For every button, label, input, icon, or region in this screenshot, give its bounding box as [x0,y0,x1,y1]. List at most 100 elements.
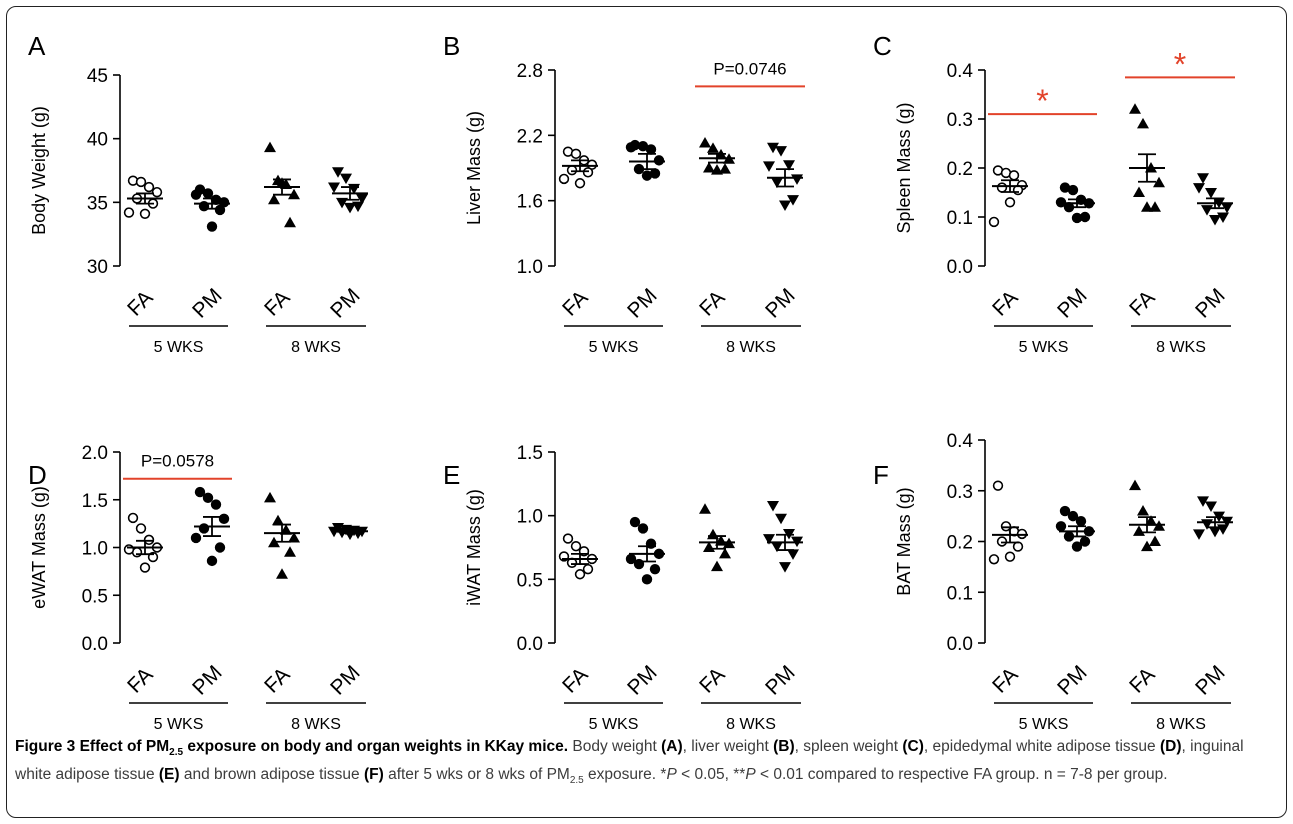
series-0 [558,146,598,189]
data-point [135,523,147,534]
data-point [264,141,276,153]
x-tick-label: FA [260,663,294,697]
y-tick-label: 0.5 [517,570,543,591]
data-point [340,173,352,185]
data-point [775,146,787,157]
data-point [1149,535,1161,546]
caption-segment: (C) [902,738,924,755]
significance-label: * [1174,46,1186,82]
data-point [214,542,226,553]
caption-segment: , liver weight [682,738,774,755]
data-point [699,136,711,148]
panel-label: A [28,31,46,61]
series-2 [1129,103,1165,212]
data-point [268,193,280,205]
data-point [1055,521,1067,532]
group-label: 8 WKS [291,339,341,356]
caption-segment: (F) [363,766,384,784]
y-axis-label: Spleen Mass (g) [894,102,914,233]
data-point [558,173,570,185]
y-tick-label: 1.0 [82,539,108,560]
data-point [791,174,803,185]
y-tick-label: 0.1 [947,583,973,604]
caption-segment: after 5 wks or 8 wks of PM [383,766,570,784]
caption-segment: (D) [1159,738,1182,755]
data-point [206,221,218,232]
data-point [719,163,731,174]
significance-label: P=0.0578 [141,452,214,471]
series-3 [1193,173,1233,226]
data-point [629,516,641,528]
data-point [775,513,787,525]
group-label: 5 WKS [589,716,639,733]
data-point [1004,551,1016,562]
y-tick-label: 0.3 [947,482,973,503]
data-point [1221,202,1233,214]
caption-segment: P [666,766,677,784]
data-point [996,182,1008,193]
data-point [641,170,653,181]
data-point [996,536,1008,547]
x-tick-label: PM [1053,284,1092,323]
group-label: 5 WKS [1019,339,1069,356]
series-3 [763,500,803,573]
y-tick-label: 1.6 [517,192,543,213]
series-1 [625,139,665,181]
data-point [767,142,779,154]
data-point [214,204,226,216]
data-point [711,164,723,175]
data-point [1129,479,1141,491]
x-tick-label: PM [623,284,662,323]
data-point [763,534,775,545]
data-point [206,555,218,567]
caption-segment: (B) [773,738,795,755]
x-tick-label: FA [123,286,157,320]
y-axis-label: eWAT Mass (g) [29,486,49,609]
data-point [574,569,586,580]
y-tick-label: 45 [87,66,108,87]
x-tick-label: FA [123,663,157,697]
caption-segment: , spleen weight [794,738,903,755]
y-tick-label: 0.2 [947,533,973,554]
data-point [1059,182,1071,193]
caption-segment: (E) [158,766,180,784]
y-tick-label: 1.5 [517,443,543,464]
y-tick-label: 1.0 [517,507,543,528]
data-point [356,194,368,205]
group-label: 5 WKS [154,339,204,356]
caption-segment: and brown adipose tissue [179,766,364,784]
chart-panel-e: E 0.0 0.5 1.0 1.5 iWAT Mass (g) FA PM FA PM 5 WKS 8… [443,443,803,733]
data-point [763,161,775,172]
data-point [649,168,661,179]
data-point [1197,173,1209,184]
data-point [1141,201,1153,212]
data-point [1008,170,1020,181]
data-point [127,512,139,524]
data-point [288,188,300,200]
data-point [1067,184,1079,196]
series-1 [625,516,665,585]
series-3 [1193,496,1233,540]
data-point [190,189,202,200]
x-tick-label: FA [988,663,1022,697]
caption-segment: Body weight [568,738,662,755]
y-tick-label: 0.3 [947,110,973,131]
data-point [699,503,711,514]
data-point [1149,201,1161,212]
data-point [1079,536,1091,547]
data-point [284,216,296,228]
data-point [1205,188,1217,199]
data-point [288,531,300,543]
y-tick-label: 0.2 [947,159,973,180]
data-point [1000,521,1012,532]
data-point [276,568,288,579]
data-point [328,182,340,194]
chart-panel-a: A 30 35 40 45 Body Weight (g) FA PM FA PM 5 WKS 8 W… [28,31,368,356]
series-2 [264,491,300,579]
data-point [1133,186,1145,197]
data-point [767,500,779,512]
figure-caption: Figure 3 Effect of PM2.5 exposure on bod… [15,736,1277,792]
data-point [1075,516,1087,527]
x-tick-label: FA [1125,286,1159,320]
data-point [703,162,715,173]
